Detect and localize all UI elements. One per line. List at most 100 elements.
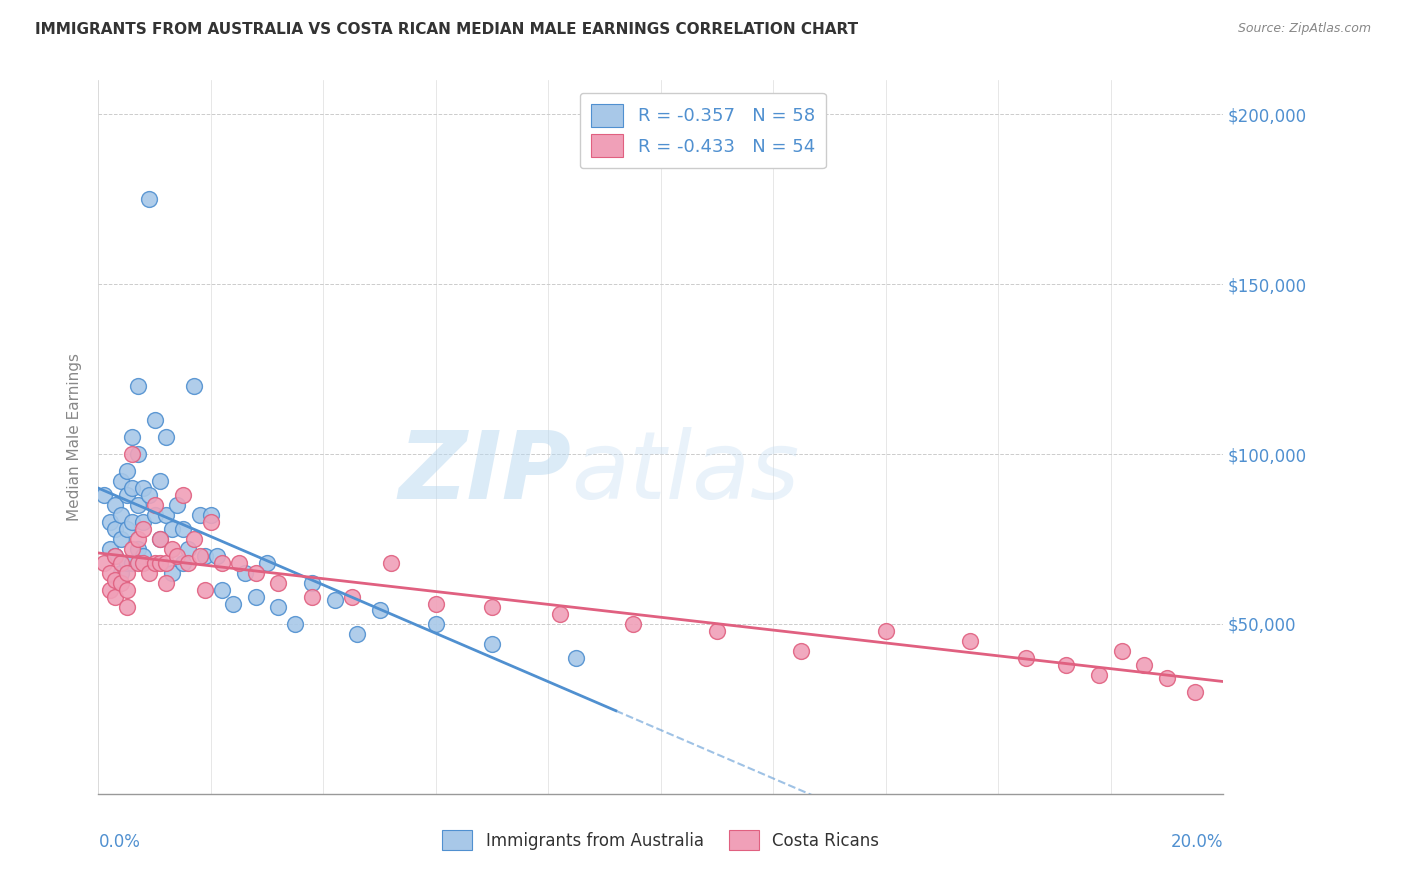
Point [346, 627, 368, 641]
Text: atlas: atlas [571, 427, 799, 518]
Point [98, 542, 121, 557]
Point [245, 566, 267, 580]
Point [138, 192, 160, 206]
Point [143, 556, 166, 570]
Point [155, 556, 177, 570]
Point [115, 599, 138, 614]
Point [143, 498, 166, 512]
Point [425, 597, 447, 611]
Point [301, 576, 323, 591]
Point [267, 599, 290, 614]
Point [368, 603, 391, 617]
Point [160, 566, 183, 580]
Point [155, 576, 177, 591]
Text: Source: ZipAtlas.com: Source: ZipAtlas.com [1237, 22, 1371, 36]
Point [172, 522, 194, 536]
Point [172, 556, 194, 570]
Point [256, 556, 278, 570]
Point [149, 475, 172, 489]
Point [121, 430, 143, 444]
Legend: Immigrants from Australia, Costa Ricans: Immigrants from Australia, Costa Ricans [436, 823, 886, 857]
Point [245, 590, 267, 604]
Point [132, 556, 155, 570]
Point [621, 617, 644, 632]
Text: IMMIGRANTS FROM AUSTRALIA VS COSTA RICAN MEDIAN MALE EARNINGS CORRELATION CHART: IMMIGRANTS FROM AUSTRALIA VS COSTA RICAN… [35, 22, 858, 37]
Point [1184, 685, 1206, 699]
Point [98, 566, 121, 580]
Point [380, 556, 402, 570]
Point [194, 582, 217, 597]
Point [127, 379, 149, 393]
Point [98, 582, 121, 597]
Point [160, 542, 183, 557]
Point [155, 430, 177, 444]
Point [155, 508, 177, 523]
Point [211, 556, 233, 570]
Point [481, 599, 503, 614]
Point [222, 597, 245, 611]
Point [115, 522, 138, 536]
Point [481, 637, 503, 651]
Point [188, 549, 211, 563]
Point [132, 522, 155, 536]
Point [188, 508, 211, 523]
Point [115, 488, 138, 502]
Point [132, 481, 155, 495]
Point [1054, 657, 1077, 672]
Point [177, 542, 200, 557]
Point [149, 532, 172, 546]
Point [790, 644, 813, 658]
Text: 20.0%: 20.0% [1171, 833, 1223, 851]
Point [1111, 644, 1133, 658]
Point [340, 590, 363, 604]
Point [177, 556, 200, 570]
Point [127, 556, 149, 570]
Point [115, 556, 138, 570]
Point [121, 542, 143, 557]
Point [121, 481, 143, 495]
Point [1156, 671, 1178, 685]
Point [143, 413, 166, 427]
Point [183, 379, 205, 393]
Point [301, 590, 323, 604]
Point [284, 617, 307, 632]
Point [138, 566, 160, 580]
Point [172, 488, 194, 502]
Point [1088, 668, 1111, 682]
Text: 0.0%: 0.0% [98, 833, 141, 851]
Point [104, 522, 127, 536]
Point [110, 475, 132, 489]
Point [138, 488, 160, 502]
Point [127, 447, 149, 461]
Point [110, 566, 132, 580]
Point [104, 549, 127, 563]
Point [425, 617, 447, 632]
Point [104, 590, 127, 604]
Point [110, 508, 132, 523]
Point [149, 556, 172, 570]
Point [228, 556, 250, 570]
Point [93, 488, 115, 502]
Point [166, 498, 188, 512]
Point [115, 464, 138, 478]
Point [1133, 657, 1156, 672]
Point [121, 447, 143, 461]
Point [211, 582, 233, 597]
Point [132, 549, 155, 563]
Point [565, 651, 588, 665]
Point [127, 542, 149, 557]
Point [548, 607, 571, 621]
Point [959, 634, 981, 648]
Point [323, 593, 346, 607]
Point [98, 515, 121, 529]
Point [1015, 651, 1038, 665]
Point [104, 573, 127, 587]
Point [110, 532, 132, 546]
Point [121, 556, 143, 570]
Point [875, 624, 897, 638]
Point [132, 515, 155, 529]
Point [121, 515, 143, 529]
Text: ZIP: ZIP [398, 426, 571, 519]
Point [110, 576, 132, 591]
Point [183, 532, 205, 546]
